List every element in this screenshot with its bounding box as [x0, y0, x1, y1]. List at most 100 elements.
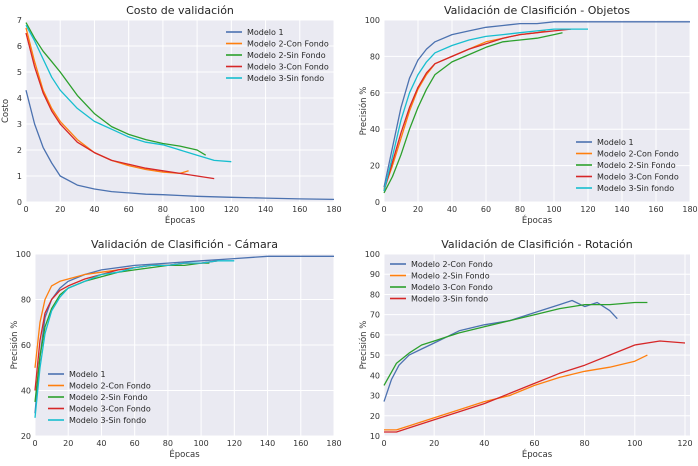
y-tick-label: 80: [370, 290, 380, 299]
x-tick-label: 100: [189, 205, 204, 214]
y-tick-label: 40: [21, 387, 31, 396]
chart-title: Costo de validación: [126, 4, 234, 17]
x-tick-label: 140: [614, 205, 629, 214]
legend-label: Modelo 2-Con Fondo: [411, 260, 493, 269]
y-tick-label: 4: [17, 94, 22, 103]
x-tick-label: 100: [193, 439, 208, 448]
series-line-2: [384, 354, 648, 431]
legend-label: Modelo 2-Con Fondo: [597, 150, 679, 159]
chart-panel-3: 0 20 40 60 80 100 120 140 160 18020406080100Valid…: [9, 238, 342, 460]
x-tick-label: 20: [63, 439, 73, 448]
legend-label: Modelo 3-Con Fondo: [69, 405, 151, 414]
x-tick-label: 0: [23, 205, 28, 214]
y-tick-label: 100: [365, 16, 380, 25]
y-axis-label: Costo: [1, 99, 11, 123]
y-tick-label: 30: [370, 392, 380, 401]
series-line-4: [384, 340, 686, 433]
y-tick-label: 6: [17, 42, 22, 51]
legend-label: Modelo 1: [69, 370, 106, 379]
series-line-4: [25, 32, 215, 180]
y-axis-label: Precisión %: [9, 321, 20, 370]
legend-label: Modelo 3-Con Fondo: [247, 63, 329, 72]
y-tick-label: 2: [17, 146, 22, 155]
legend-label: Modelo 2-Sin Fondo: [597, 161, 676, 170]
x-tick-label: 180: [326, 205, 341, 214]
y-tick-label: 40: [370, 371, 380, 380]
x-tick-label: 80: [163, 439, 173, 448]
legend-label: Modelo 2-Con Fondo: [69, 382, 151, 391]
series-line-1: [25, 90, 335, 201]
series-line-4: [383, 28, 572, 192]
x-tick-label: 20: [413, 205, 423, 214]
x-tick-label: 40: [96, 439, 106, 448]
x-tick-label: 80: [580, 439, 590, 448]
chart-title: Validación de Clasifición - Rotación: [441, 238, 633, 251]
x-tick-label: 40: [89, 205, 99, 214]
x-tick-label: 100: [627, 439, 642, 448]
y-tick-label: 0: [17, 198, 22, 207]
y-tick-label: 3: [17, 120, 22, 129]
legend-label: Modelo 2-Con Fondo: [247, 40, 329, 49]
x-tick-label: 100: [546, 205, 561, 214]
y-tick-label: 40: [370, 125, 380, 134]
x-axis-label: Épocas: [169, 448, 200, 460]
x-tick-label: 120: [677, 439, 692, 448]
x-tick-label: 0: [32, 439, 37, 448]
y-tick-label: 90: [370, 270, 380, 279]
legend-label: Modelo 3-Con Fondo: [411, 283, 493, 292]
x-tick-label: 20: [55, 205, 65, 214]
chart-panel-4: 0 20 40 60 80 100 120 10 20 30 40 50 60 70 80 90 100 Vali…: [358, 238, 693, 460]
legend-label: Modelo 3-Sin fondo: [69, 416, 146, 425]
x-tick-label: 0: [381, 205, 386, 214]
plot-area: [384, 20, 690, 202]
legend-label: Modelo 2-Sin Fondo: [411, 272, 490, 281]
x-tick-label: 160: [292, 205, 307, 214]
x-tick-label: 120: [580, 205, 595, 214]
x-tick-label: 60: [481, 205, 491, 214]
chart-panel-1: 0 20 40 60 80 100 120 140 160 180 0 1 2 3 4 5 6 7 Costo de…: [1, 4, 342, 226]
x-tick-label: 80: [158, 205, 168, 214]
legend-label: Modelo 3-Sin fondo: [247, 74, 324, 83]
series-line-3: [25, 22, 207, 156]
series-line-1: [383, 21, 690, 188]
y-tick-label: 100: [16, 250, 31, 259]
y-tick-label: 70: [370, 311, 380, 320]
y-tick-label: 10: [370, 432, 380, 441]
series-line-3: [34, 262, 210, 402]
x-tick-label: 180: [682, 205, 697, 214]
y-tick-label: 60: [21, 341, 31, 350]
series-line-1: [34, 255, 334, 414]
series-line-3: [383, 301, 648, 386]
series-line-3: [383, 32, 563, 194]
x-tick-label: 160: [648, 205, 663, 214]
legend-label: Modelo 3-Con Fondo: [597, 173, 679, 182]
y-tick-label: 100: [365, 250, 380, 259]
legend: Modelo 1 Modelo 2-Con Fondo Modelo 2-Sin F…: [576, 138, 679, 193]
legend-label: Modelo 2-Sin Fondo: [247, 51, 326, 60]
plot-area: [26, 20, 334, 202]
x-tick-label: 140: [258, 205, 273, 214]
series-line-5: [25, 24, 232, 163]
x-tick-label: 60: [130, 439, 140, 448]
y-tick-label: 0: [375, 198, 380, 207]
x-tick-label: 180: [326, 439, 341, 448]
y-tick-label: 20: [370, 412, 380, 421]
x-axis-label: Épocas: [522, 448, 553, 460]
legend-label: Modelo 1: [597, 138, 634, 147]
x-axis-label: Épocas: [165, 214, 196, 226]
chart-title: Validación de Clasifición - Cámara: [91, 238, 278, 251]
y-tick-label: 50: [370, 351, 380, 360]
y-tick-label: 5: [17, 68, 22, 77]
y-tick-label: 60: [370, 331, 380, 340]
y-tick-label: 20: [370, 162, 380, 171]
x-tick-label: 160: [293, 439, 308, 448]
y-tick-label: 80: [370, 52, 380, 61]
legend-label: Modelo 3-Sin fondo: [411, 295, 488, 304]
x-tick-label: 140: [260, 439, 275, 448]
y-tick-label: 60: [370, 89, 380, 98]
chart-title: Validación de Clasifición - Objetos: [444, 4, 630, 17]
y-axis-label: Precisión %: [358, 321, 369, 370]
legend: Modelo 1 Modelo 2-Con Fondo Modelo 2-Sin F…: [226, 28, 329, 83]
legend-label: Modelo 1: [247, 28, 284, 37]
